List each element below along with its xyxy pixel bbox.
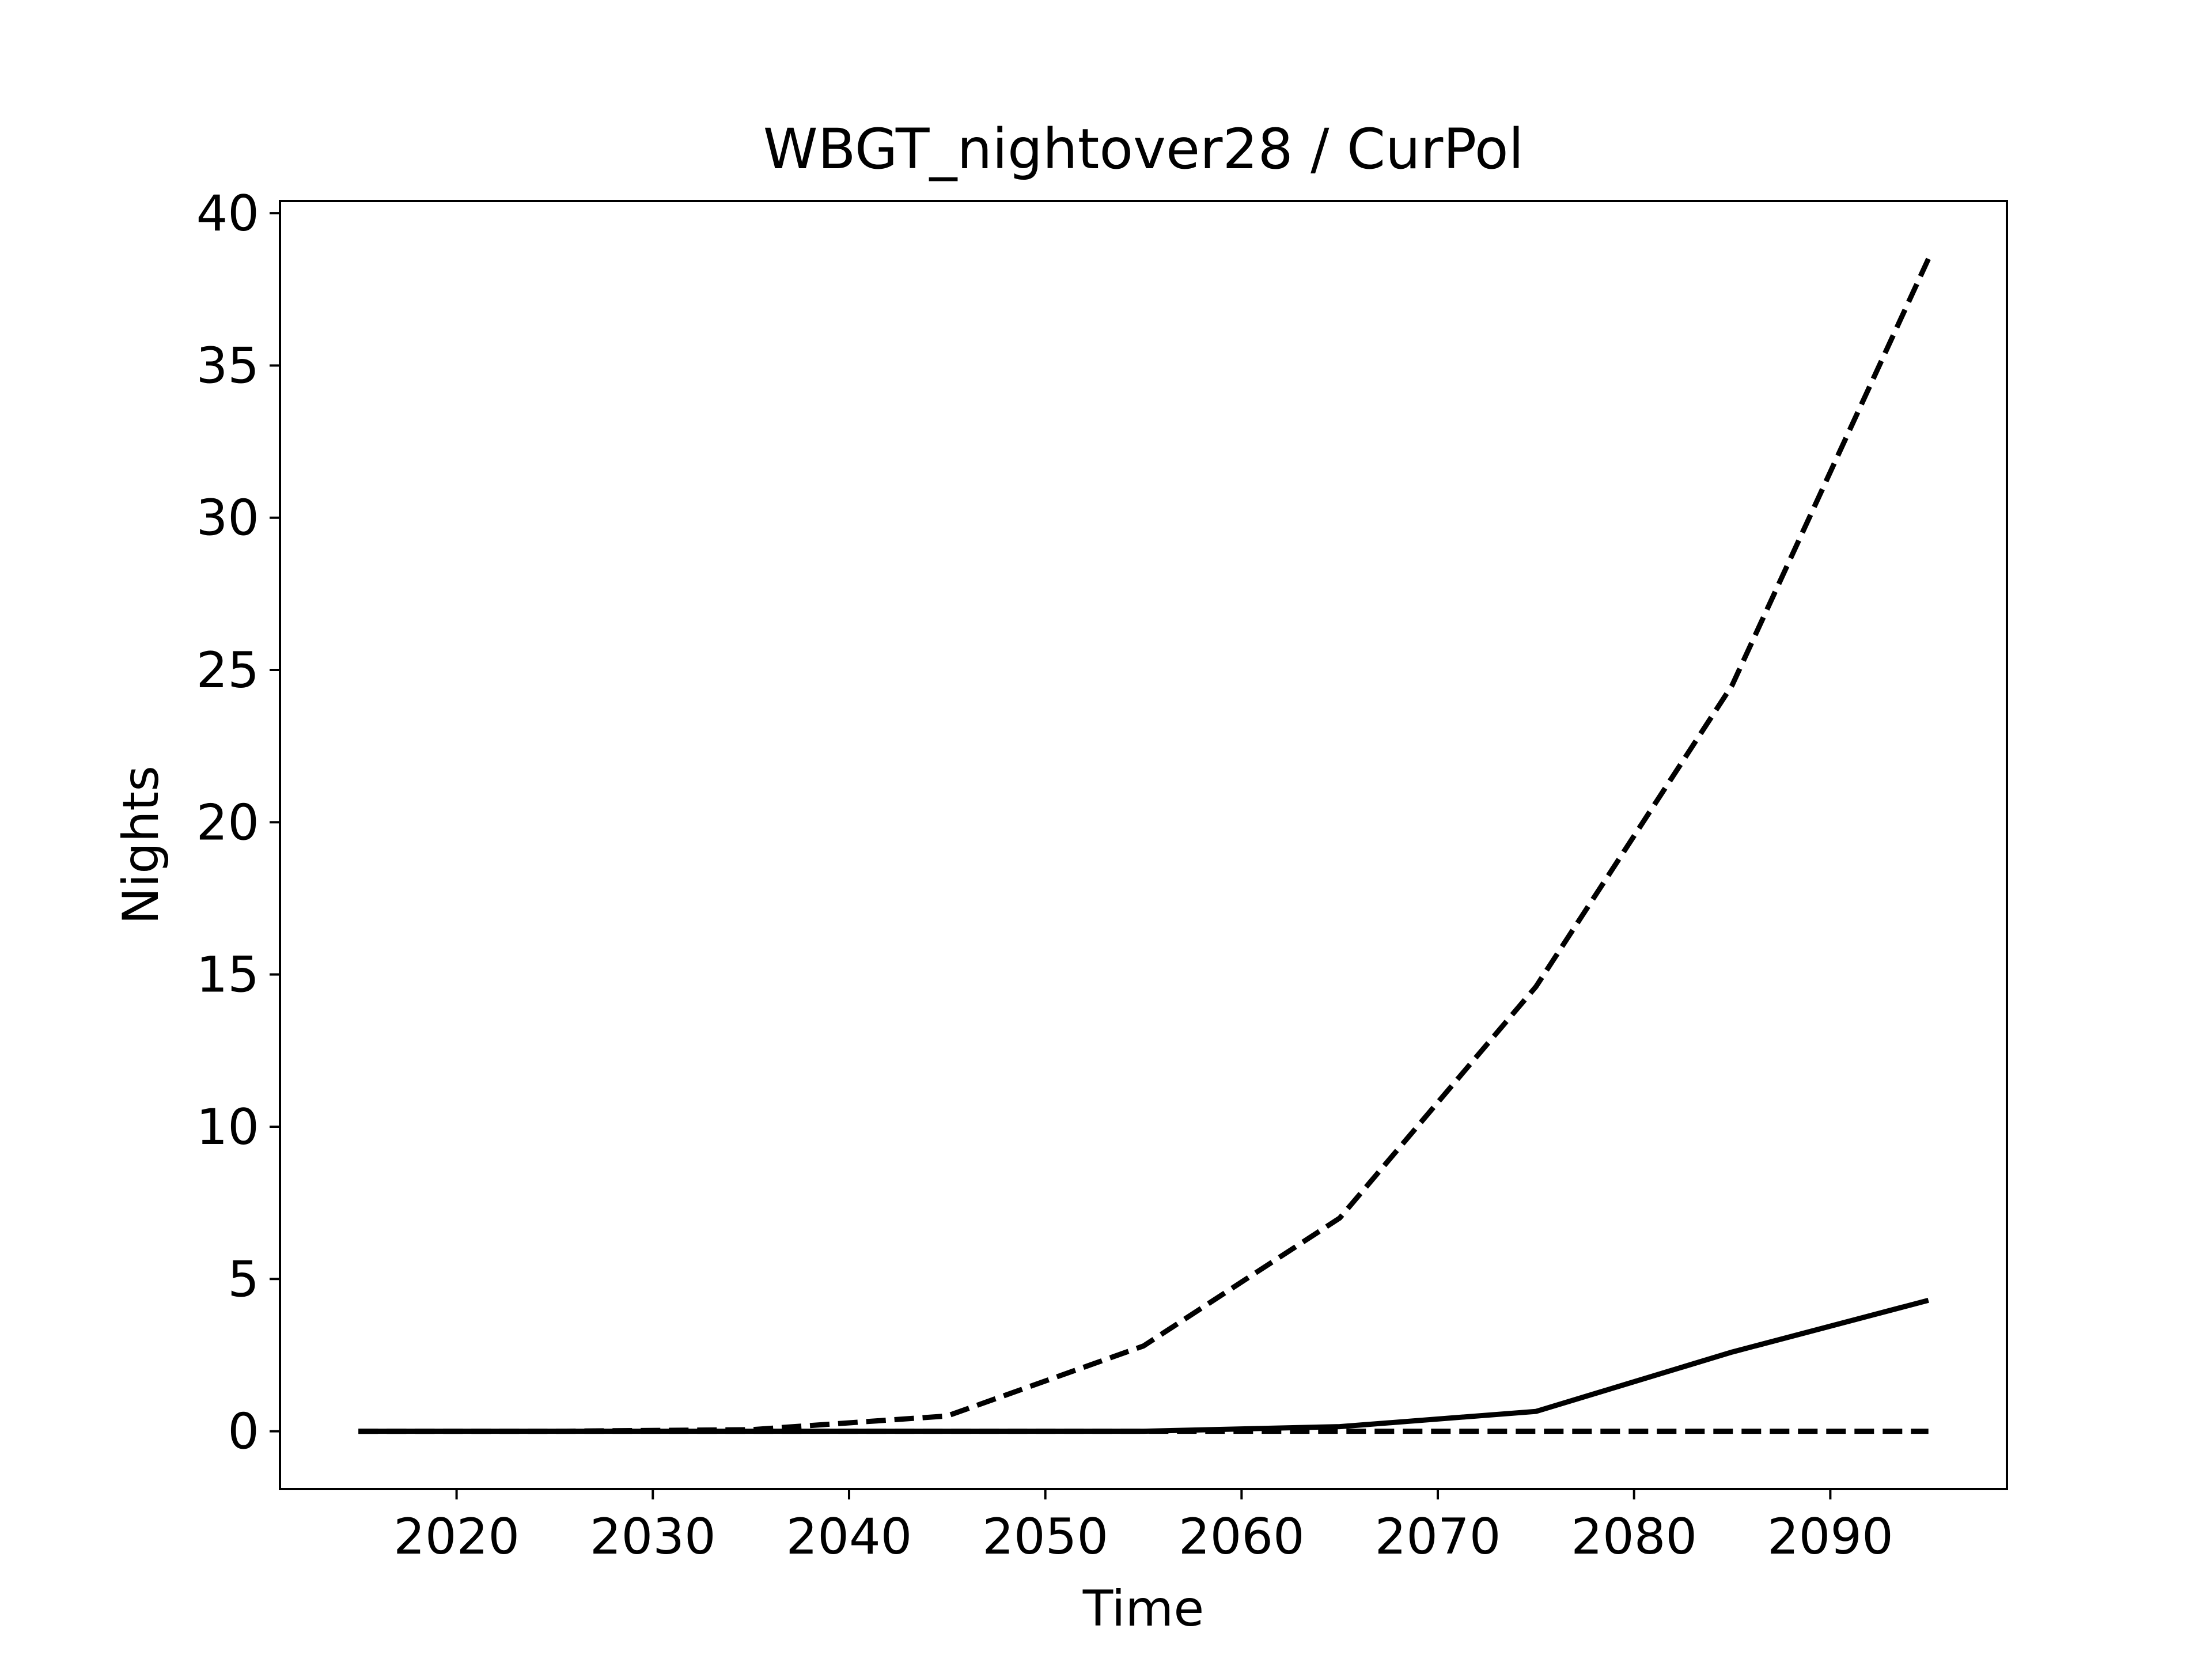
x-tick-label: 2080 [1571, 1508, 1697, 1566]
x-axis: 2020 2030 2040 2050 2060 2070 2080 2090 [393, 1489, 1893, 1566]
y-axis-label: Nights [112, 766, 170, 925]
y-tick-label: 35 [196, 337, 259, 395]
y-tick-label: 0 [228, 1403, 259, 1461]
x-axis-label: Time [1082, 1580, 1204, 1638]
y-axis: 0 5 10 15 20 25 30 35 40 [196, 185, 280, 1461]
x-tick-label: 2090 [1767, 1508, 1893, 1566]
x-tick-label: 2030 [590, 1508, 716, 1566]
chart-title: WBGT_nightover28 / CurPol [763, 117, 1524, 181]
x-tick-label: 2070 [1375, 1508, 1501, 1566]
x-tick-label: 2050 [982, 1508, 1108, 1566]
y-tick-label: 20 [196, 794, 259, 851]
plot-frame [279, 200, 2008, 1490]
y-tick-label: 25 [196, 642, 259, 699]
y-tick-label: 5 [228, 1251, 259, 1308]
x-tick-label: 2020 [393, 1508, 520, 1566]
y-tick-label: 30 [196, 490, 259, 547]
y-tick-label: 40 [196, 185, 259, 243]
x-tick-label: 2060 [1179, 1508, 1305, 1566]
y-tick-label: 10 [196, 1099, 259, 1156]
x-tick-label: 2040 [786, 1508, 912, 1566]
y-tick-label: 15 [196, 946, 259, 1004]
series-layer [358, 257, 1931, 1434]
